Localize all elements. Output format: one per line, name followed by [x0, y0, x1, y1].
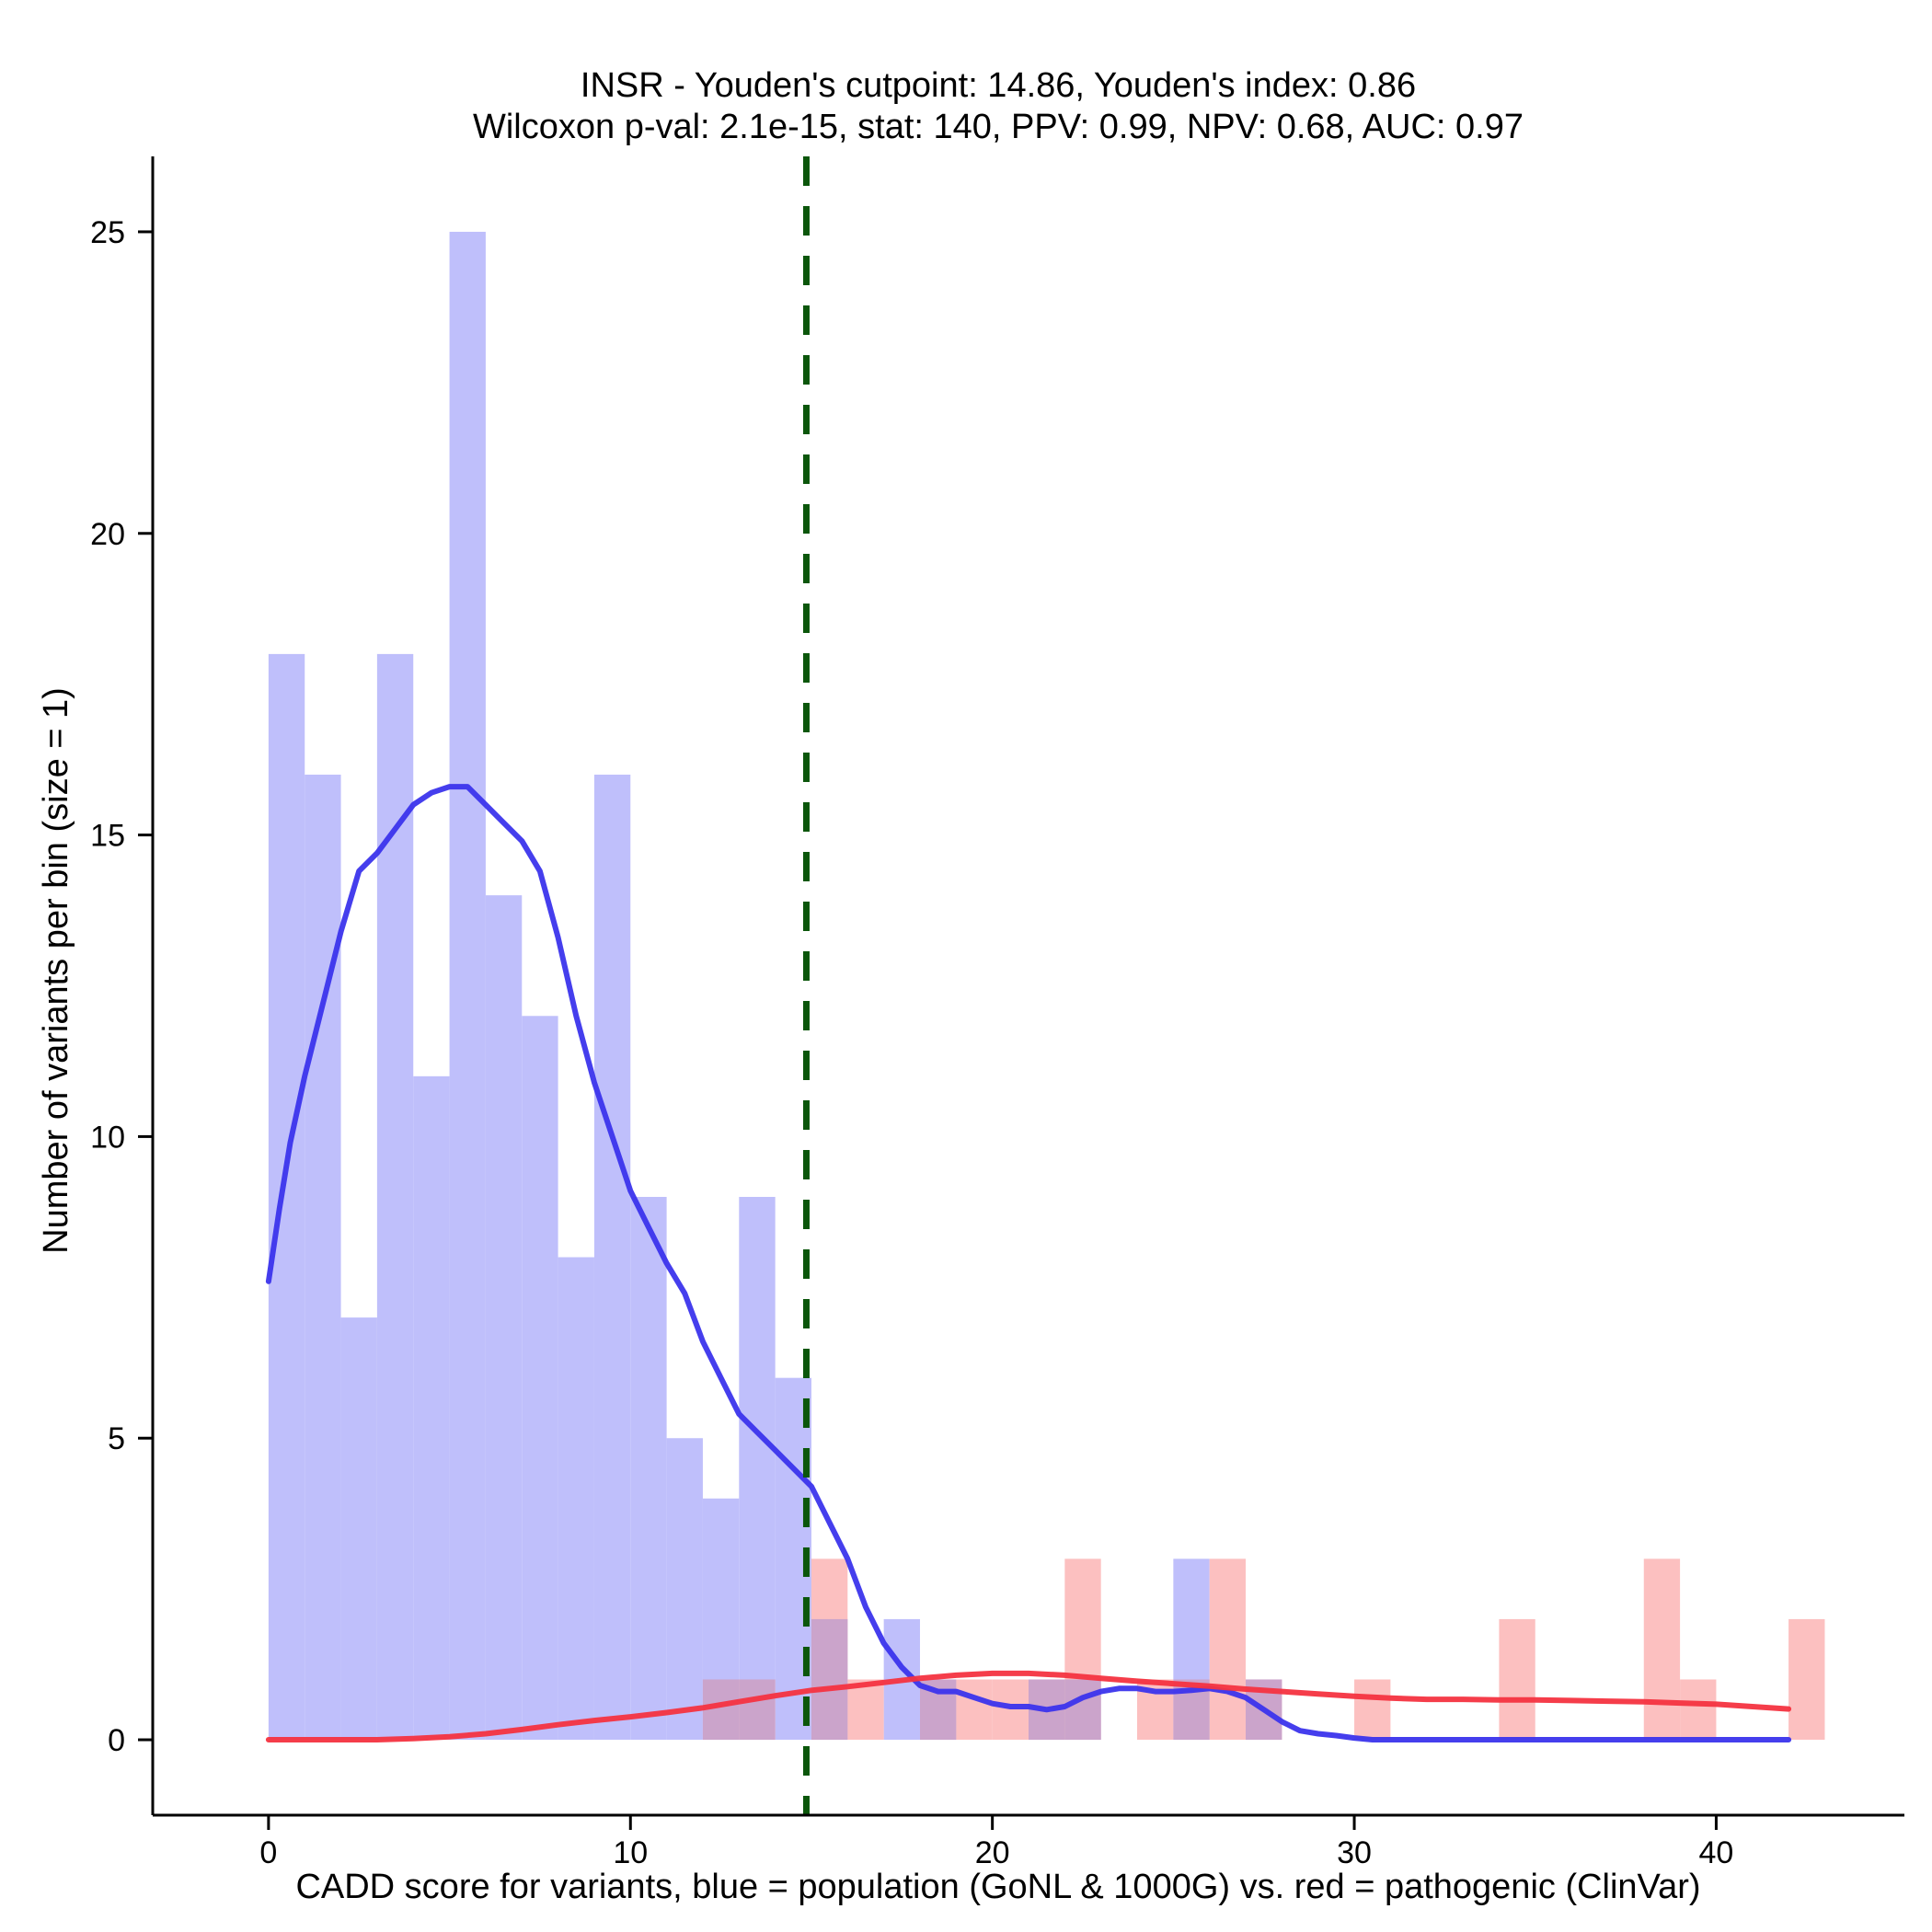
population-bar	[340, 1317, 377, 1741]
population-bar	[666, 1438, 703, 1741]
population-bar	[558, 1257, 594, 1741]
y-tick-label: 20	[90, 517, 125, 552]
population-bar	[630, 1196, 667, 1741]
pathogenic-bar	[1209, 1558, 1247, 1741]
pathogenic-bar	[956, 1679, 993, 1741]
pathogenic-bar	[1354, 1679, 1391, 1741]
axes	[151, 156, 1904, 1817]
chart-title-line1: INSR - Youden's cutpoint: 14.86, Youden'…	[581, 66, 1416, 105]
overlap-bar	[702, 1679, 740, 1741]
overlap-bar	[739, 1679, 776, 1741]
population-bar	[413, 1075, 450, 1741]
density-curves	[265, 784, 1792, 1742]
population-bar	[593, 775, 631, 1741]
y-tick-label: 10	[90, 1120, 125, 1155]
pathogenic-bar	[992, 1679, 1029, 1741]
x-tick-label: 10	[613, 1835, 648, 1870]
population-bar	[739, 1196, 776, 1741]
pathogenic-bar	[1499, 1618, 1535, 1741]
population-bar	[305, 775, 341, 1741]
chart-title-line2: Wilcoxon p-val: 2.1e-15, stat: 140, PPV:…	[473, 108, 1524, 146]
population-bar	[449, 231, 486, 1741]
pathogenic-bar	[1643, 1558, 1681, 1741]
pathogenic-bar	[1788, 1618, 1825, 1741]
overlap-bar	[811, 1618, 848, 1741]
population-bar	[522, 1016, 558, 1741]
x-axis-label: CADD score for variants, blue = populati…	[295, 1868, 1700, 1906]
population-density-line	[265, 784, 1792, 1742]
x-tick-label: 20	[975, 1835, 1010, 1870]
population-bar	[485, 895, 523, 1741]
y-tick-label: 15	[90, 819, 125, 854]
y-tick-label: 25	[90, 215, 125, 250]
x-tick-label: 30	[1337, 1835, 1372, 1870]
population-bar	[376, 653, 414, 1741]
y-axis-label: Number of variants per bin (size = 1)	[37, 687, 75, 1254]
pathogenic-bar	[1680, 1679, 1717, 1741]
overlap-bar	[1064, 1679, 1101, 1741]
x-tick-label: 40	[1699, 1835, 1734, 1870]
y-tick-label: 5	[108, 1421, 125, 1456]
pathogenic-density-line	[265, 1670, 1792, 1742]
y-tick-label: 0	[108, 1723, 125, 1758]
ticks: 0 10 20 30 40 0 5 10 15 20 25	[90, 215, 1733, 1870]
x-tick-label: 0	[259, 1835, 277, 1870]
population-bar	[268, 653, 305, 1741]
population-bars	[268, 231, 1282, 1741]
pathogenic-bar	[847, 1679, 884, 1741]
